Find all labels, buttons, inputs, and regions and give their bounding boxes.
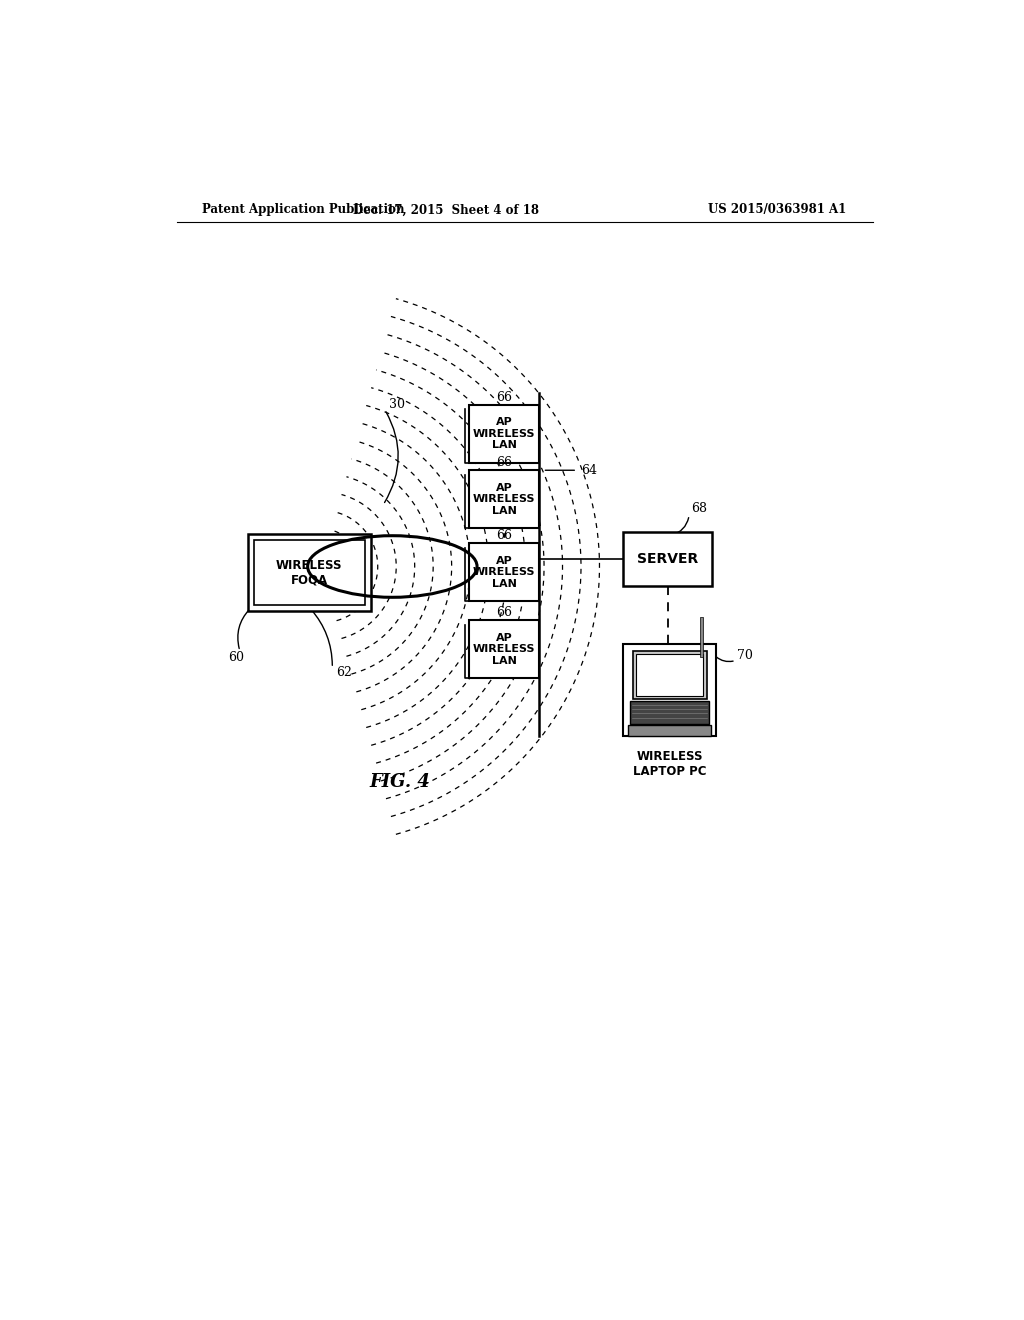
Text: 60: 60	[228, 651, 244, 664]
Text: AP
WIRELESS
LAN: AP WIRELESS LAN	[473, 556, 536, 589]
FancyArrowPatch shape	[716, 657, 733, 661]
FancyArrowPatch shape	[672, 517, 689, 535]
Text: Dec. 17, 2015  Sheet 4 of 18: Dec. 17, 2015 Sheet 4 of 18	[353, 203, 540, 216]
Bar	[624, 532, 712, 586]
Text: WIRELESS
FOQA: WIRELESS FOQA	[275, 558, 342, 586]
Text: 68: 68	[691, 502, 707, 515]
FancyArrowPatch shape	[238, 610, 250, 648]
Text: 62: 62	[336, 667, 352, 680]
Text: 66: 66	[496, 606, 512, 619]
Text: AP
WIRELESS
LAN: AP WIRELESS LAN	[473, 632, 536, 665]
Text: 64: 64	[581, 463, 597, 477]
Bar	[624, 644, 716, 737]
Text: SERVER: SERVER	[637, 552, 698, 566]
Bar	[469, 405, 539, 462]
FancyArrowPatch shape	[311, 610, 333, 665]
Text: 70: 70	[737, 648, 754, 661]
Text: 66: 66	[496, 529, 512, 543]
Text: Patent Application Publication: Patent Application Publication	[202, 203, 404, 216]
FancyArrowPatch shape	[385, 412, 398, 503]
Bar	[631, 701, 709, 723]
Text: WIRELESS
LAPTOP PC: WIRELESS LAPTOP PC	[633, 750, 707, 777]
Bar	[636, 655, 703, 696]
Text: 66: 66	[496, 391, 512, 404]
Text: 30: 30	[388, 399, 404, 412]
Text: AP
WIRELESS
LAN: AP WIRELESS LAN	[473, 417, 536, 450]
Text: AP
WIRELESS
LAN: AP WIRELESS LAN	[473, 483, 536, 516]
Text: US 2015/0363981 A1: US 2015/0363981 A1	[709, 203, 847, 216]
Bar	[628, 725, 711, 735]
Bar	[469, 544, 539, 601]
Bar	[633, 651, 707, 700]
Bar	[469, 470, 539, 528]
Bar	[469, 620, 539, 678]
Bar	[700, 616, 703, 657]
Bar	[254, 540, 365, 605]
Text: 66: 66	[496, 455, 512, 469]
Bar	[248, 535, 371, 611]
Text: FIG. 4: FIG. 4	[370, 774, 430, 791]
